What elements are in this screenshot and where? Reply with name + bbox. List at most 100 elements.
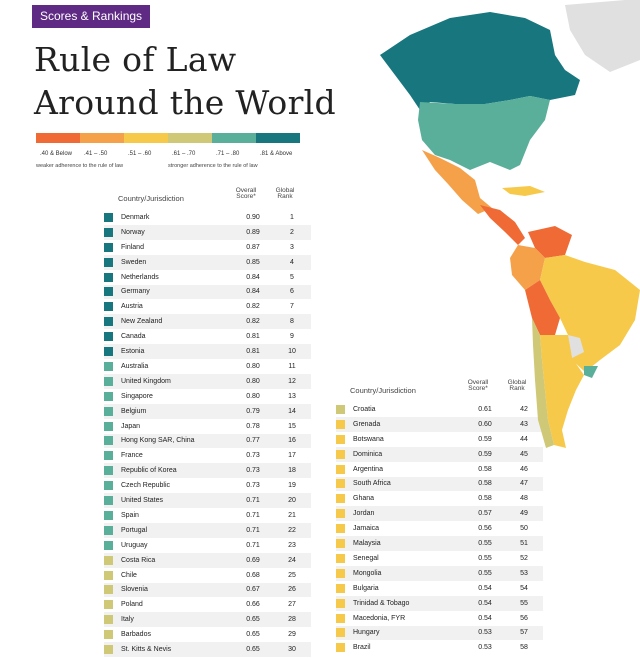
col-header-score: Overall Score* [235, 187, 257, 200]
global-rank: 21 [288, 511, 296, 519]
score-swatch [104, 600, 113, 610]
table-row: France 0.73 17 [104, 448, 311, 463]
table-row: Bulgaria 0.54 54 [336, 581, 543, 596]
score-swatch [104, 496, 113, 506]
overall-score: 0.57 [478, 510, 492, 518]
table-row: Macedonia, FYR 0.54 56 [336, 611, 543, 626]
country-name: Botswana [353, 435, 384, 443]
global-rank: 49 [520, 510, 528, 518]
country-name: Austria [121, 303, 143, 311]
country-name: Malaysia [353, 540, 381, 548]
score-swatch [104, 212, 113, 222]
map-central-america [480, 205, 525, 245]
map-bolivia-peru [525, 280, 560, 335]
score-swatch [336, 464, 345, 474]
score-swatch [104, 361, 113, 371]
score-swatch [104, 615, 113, 625]
global-rank: 55 [520, 599, 528, 607]
table-row: Grenada 0.60 43 [336, 416, 543, 432]
global-rank: 6 [290, 288, 294, 296]
country-name: Republic of Korea [121, 467, 177, 475]
country-name: Belgium [121, 407, 147, 415]
country-name: Brazil [353, 644, 371, 652]
global-rank: 44 [520, 435, 528, 443]
global-rank: 50 [520, 525, 528, 533]
global-rank: 11 [288, 362, 296, 370]
overall-score: 0.58 [478, 480, 492, 488]
table-row: Barbados 0.65 29 [104, 627, 311, 642]
table-row: Canada 0.81 9 [104, 329, 311, 344]
global-rank: 16 [288, 437, 296, 445]
country-name: Slovenia [121, 586, 148, 594]
table-row: Japan 0.78 15 [104, 419, 311, 434]
scale-segment [124, 133, 168, 143]
overall-score: 0.80 [246, 377, 260, 385]
country-name: Mongolia [353, 569, 382, 577]
table-row: Austria 0.82 7 [104, 299, 311, 314]
table-row: United Kingdom 0.80 12 [104, 373, 311, 389]
country-name: Macedonia, FYR [353, 614, 406, 622]
table-row: Czech Republic 0.73 19 [104, 478, 311, 493]
col-header-score-2: Overall Score* [467, 379, 489, 392]
score-swatch [104, 272, 113, 282]
country-name: Portugal [121, 526, 148, 534]
table-row: United States 0.71 20 [104, 493, 311, 508]
global-rank: 27 [288, 601, 296, 609]
global-rank: 19 [288, 482, 296, 490]
score-swatch [104, 317, 113, 327]
overall-score: 0.65 [246, 646, 260, 654]
country-name: Barbados [121, 631, 151, 639]
overall-score: 0.54 [478, 599, 492, 607]
overall-score: 0.55 [478, 569, 492, 577]
score-swatch [104, 421, 113, 431]
table-row: Norway 0.89 2 [104, 224, 311, 240]
scale-label: .41 – .50 [84, 151, 108, 157]
overall-score: 0.55 [478, 554, 492, 562]
country-name: Japan [121, 422, 141, 430]
map-canada [380, 12, 580, 110]
global-rank: 10 [288, 348, 296, 356]
overall-score: 0.80 [246, 392, 260, 400]
overall-score: 0.65 [246, 631, 260, 639]
table-row: Uruguay 0.71 23 [104, 538, 311, 553]
map-uruguay [584, 366, 598, 378]
score-swatch [104, 332, 113, 342]
overall-score: 0.71 [246, 497, 260, 505]
global-rank: 30 [288, 646, 296, 654]
country-name: Spain [121, 511, 139, 519]
table-row: Malaysia 0.55 51 [336, 536, 543, 551]
scale-label: .51 – .60 [128, 151, 152, 157]
score-swatch [336, 613, 345, 623]
score-swatch [104, 540, 113, 550]
scale-segment [168, 133, 212, 143]
overall-score: 0.54 [478, 584, 492, 592]
global-rank: 47 [520, 480, 528, 488]
table-row: Botswana 0.59 44 [336, 432, 543, 447]
overall-score: 0.68 [246, 571, 260, 579]
table-row: Australia 0.80 11 [104, 359, 311, 374]
map-greenland [565, 0, 640, 72]
table-row: Republic of Korea 0.73 18 [104, 463, 311, 479]
table-row: New Zealand 0.82 8 [104, 314, 311, 330]
map-argentina [540, 335, 584, 448]
overall-score: 0.87 [246, 243, 260, 251]
score-swatch [336, 434, 345, 444]
country-name: Costa Rica [121, 556, 156, 564]
score-swatch [104, 645, 113, 655]
overall-score: 0.60 [478, 420, 492, 428]
country-name: Chile [121, 571, 137, 579]
overall-score: 0.71 [246, 526, 260, 534]
global-rank: 20 [288, 497, 296, 505]
score-swatch [104, 555, 113, 565]
overall-score: 0.78 [246, 422, 260, 430]
table-row: Belgium 0.79 14 [104, 403, 311, 419]
score-swatch [336, 404, 345, 414]
page-title: Rule of Law Around the World [34, 38, 336, 124]
country-name: Sweden [121, 258, 147, 266]
score-swatch [104, 347, 113, 357]
overall-score: 0.85 [246, 258, 260, 266]
map-brazil [540, 255, 640, 372]
country-name: Grenada [353, 420, 381, 428]
table-row: Chile 0.68 25 [104, 568, 311, 583]
global-rank: 56 [520, 614, 528, 622]
